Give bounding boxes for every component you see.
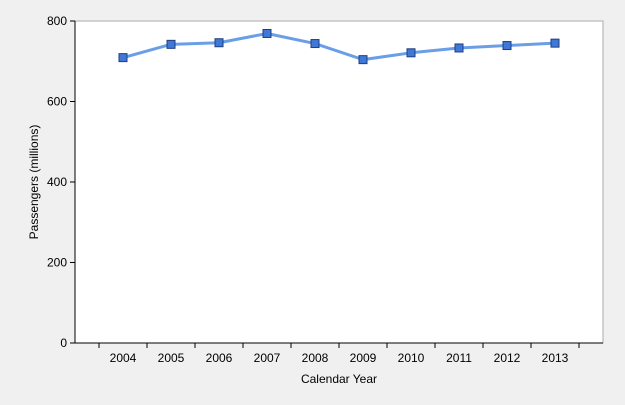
y-tick-label: 400 [47, 175, 67, 189]
x-tick-label: 2011 [446, 351, 472, 365]
data-point-marker [358, 55, 368, 65]
data-point-marker [118, 53, 128, 63]
x-tick-label: 2013 [542, 351, 569, 365]
data-point-marker [166, 39, 176, 49]
x-tick-label: 2009 [350, 351, 377, 365]
data-point-marker [310, 39, 320, 49]
x-tick-label: 2010 [398, 351, 425, 365]
x-axis-ticks: 2004 2005 2006 2007 2008 2009 2010 2011 2012 2013 [98, 343, 580, 365]
plot-area [74, 20, 604, 344]
data-point-marker [406, 48, 416, 58]
series-group [118, 28, 560, 65]
y-tick-label: 600 [47, 95, 67, 109]
x-tick-label: 2008 [302, 351, 329, 365]
data-point-marker [502, 41, 512, 51]
data-point-marker [454, 43, 464, 53]
y-axis-ticks: 0 200 400 600 800 [47, 14, 75, 350]
data-point-marker [214, 38, 224, 48]
x-tick-label: 2005 [158, 351, 185, 365]
x-tick-label: 2012 [494, 351, 521, 365]
y-tick-label: 800 [47, 14, 67, 28]
data-point-marker [262, 28, 272, 38]
data-point-marker [550, 38, 560, 48]
x-tick-label: 2004 [110, 351, 137, 365]
x-axis-label: Calendar Year [301, 372, 377, 386]
y-tick-label: 0 [60, 336, 67, 350]
y-tick-label: 200 [47, 256, 67, 270]
series-line [122, 31, 556, 62]
x-tick-label: 2007 [254, 351, 281, 365]
x-tick-label: 2006 [206, 351, 233, 365]
y-axis-label: Passengers (millions) [27, 125, 41, 240]
